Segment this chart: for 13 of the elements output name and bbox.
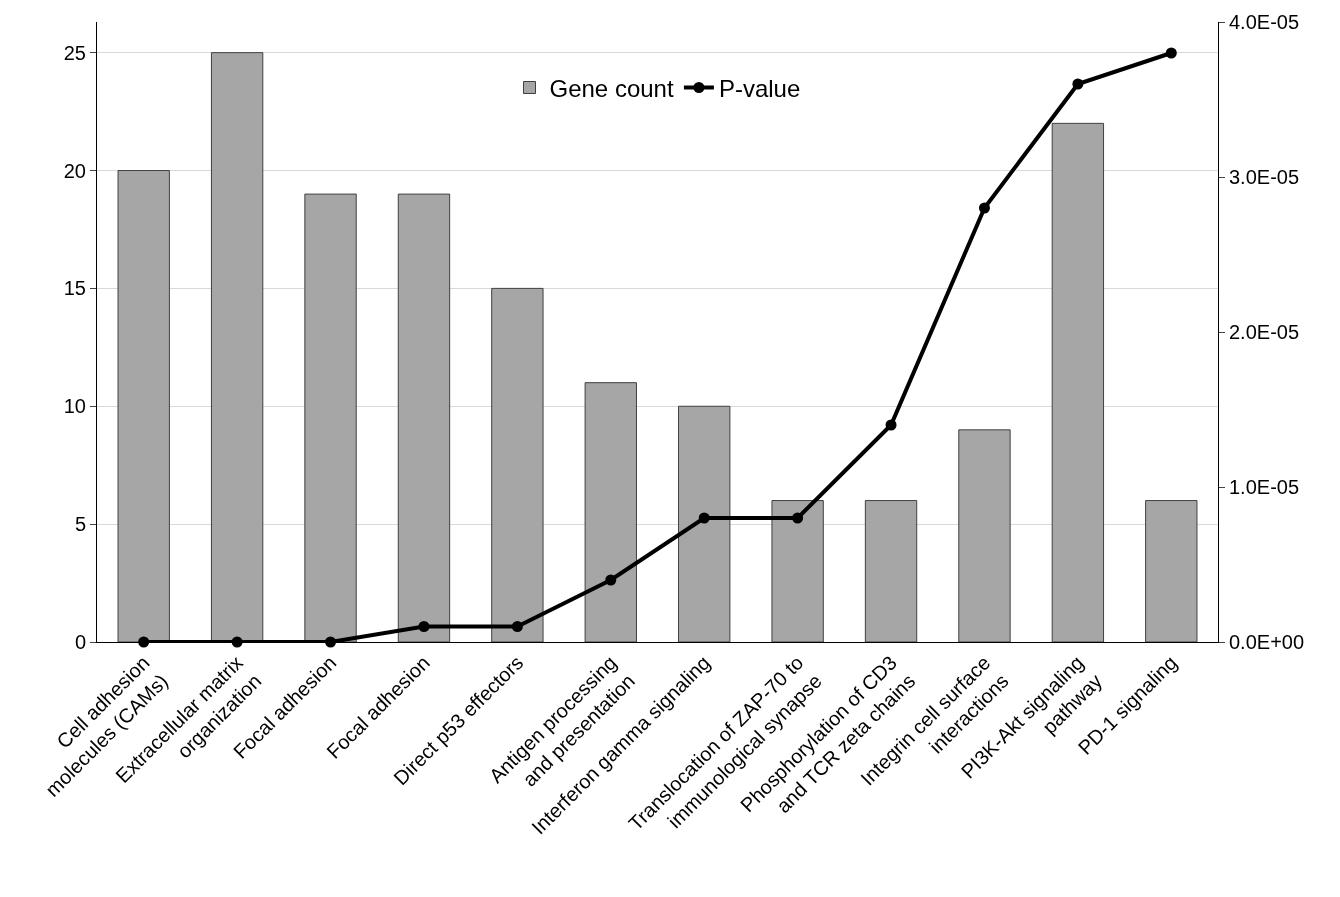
y-tick-label: 20	[63, 159, 86, 182]
legend-label: Gene count	[549, 74, 674, 102]
y2-tick-label: 1.0E-05	[1229, 476, 1300, 498]
y2-tick-label: 0.0E+00	[1229, 631, 1305, 653]
y-tick-label: 15	[63, 277, 86, 300]
y2-tick-label: 4.0E-05	[1229, 11, 1300, 33]
y2-tick-label: 2.0E-05	[1229, 321, 1300, 343]
y-tick-label: 0	[74, 631, 86, 653]
legend-label: P-value	[718, 74, 801, 102]
y2-tick-label: 3.0E-05	[1229, 166, 1300, 188]
y-tick-label: 5	[74, 513, 86, 536]
y-tick-label: 25	[63, 41, 86, 64]
y-tick-label: 10	[63, 395, 86, 418]
